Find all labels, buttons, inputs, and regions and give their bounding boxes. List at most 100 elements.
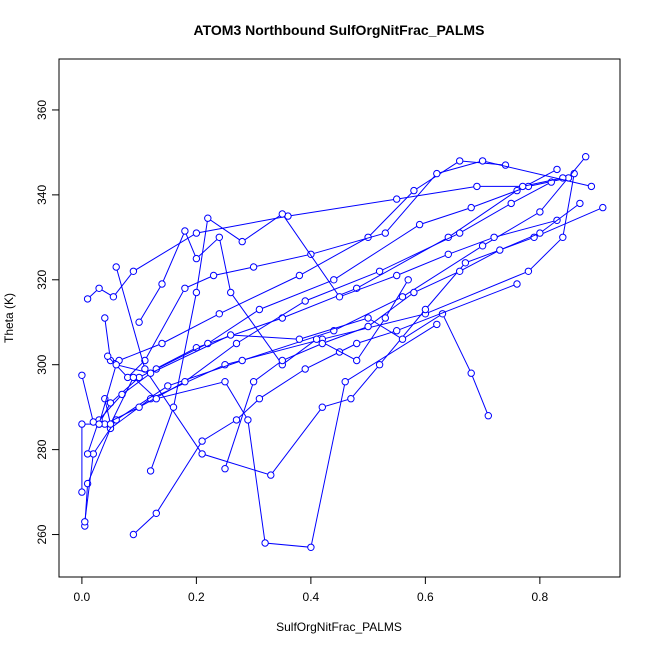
data-point <box>410 288 418 297</box>
data-point <box>204 214 212 222</box>
data-point <box>278 210 286 218</box>
data-point <box>249 378 258 386</box>
series-12 <box>146 210 561 475</box>
data-point <box>318 403 326 411</box>
series-2 <box>78 165 561 496</box>
data-point <box>104 352 112 360</box>
y-tick-label: 340 <box>35 185 49 205</box>
data-point <box>232 339 241 348</box>
data-point <box>83 450 92 458</box>
data-point <box>507 199 515 208</box>
data-point <box>398 293 407 301</box>
data-point <box>415 220 424 229</box>
data-point <box>364 322 372 331</box>
data-point <box>181 284 189 292</box>
x-axis-label: SulfOrgNitFrac_PALMS <box>276 620 402 634</box>
data-point <box>255 395 264 403</box>
data-point <box>78 371 86 379</box>
series-line <box>84 173 575 527</box>
data-point <box>215 310 224 318</box>
data-point <box>312 335 321 343</box>
data-point <box>112 263 120 271</box>
data-point <box>169 403 178 411</box>
data-point <box>456 267 464 275</box>
series-line <box>133 283 518 535</box>
data-point <box>381 229 389 237</box>
data-point <box>181 227 189 235</box>
data-point <box>295 335 304 343</box>
series-6 <box>101 157 510 365</box>
y-axis: 260 280 300 320 340 360 <box>35 100 60 545</box>
series-7 <box>104 157 596 382</box>
data-point <box>410 186 418 195</box>
data-point <box>83 295 92 303</box>
data-point <box>536 229 544 237</box>
y-tick-label: 300 <box>35 354 49 374</box>
series-5 <box>83 174 567 303</box>
x-tick-label: 0.8 <box>532 590 549 604</box>
data-point <box>433 169 441 178</box>
data-point <box>364 314 372 322</box>
x-tick-label: 0.6 <box>417 590 434 604</box>
data-point <box>78 420 86 428</box>
data-point <box>238 356 246 365</box>
data-point <box>524 267 533 275</box>
data-point <box>421 305 430 314</box>
data-point <box>398 335 407 343</box>
data-point <box>490 233 498 242</box>
data-point <box>255 305 264 314</box>
data-point <box>381 314 389 322</box>
y-tick-label: 260 <box>35 524 49 544</box>
y-tick-label: 320 <box>35 269 49 289</box>
series-line <box>81 181 552 425</box>
data-point <box>95 284 103 292</box>
data-point <box>227 288 235 297</box>
data-point <box>393 271 401 280</box>
data-point <box>484 412 492 420</box>
data-point <box>227 331 235 339</box>
series-1 <box>81 153 590 526</box>
data-point <box>249 263 258 271</box>
data-point <box>467 203 475 212</box>
data-point <box>353 356 361 365</box>
data-point <box>587 182 596 191</box>
data-point <box>152 395 161 403</box>
series-line <box>87 177 569 455</box>
data-point <box>467 369 475 377</box>
data-point <box>164 382 172 390</box>
y-tick-label: 280 <box>35 439 49 459</box>
data-point <box>238 237 246 246</box>
data-point <box>347 395 355 403</box>
data-point <box>192 288 201 297</box>
data-point <box>146 369 155 377</box>
data-point <box>278 356 286 365</box>
data-point <box>599 203 607 212</box>
data-point <box>221 378 229 386</box>
data-point <box>129 373 138 382</box>
data-point <box>501 161 510 169</box>
y-tick-label: 360 <box>35 100 49 120</box>
data-point <box>129 530 138 539</box>
data-point <box>433 320 441 329</box>
data-point <box>81 518 89 526</box>
data-point <box>301 365 309 373</box>
series-9 <box>101 320 441 551</box>
series-3 <box>83 174 573 458</box>
data-point <box>318 339 326 348</box>
data-point <box>135 318 143 326</box>
plot-frame <box>58 58 621 578</box>
data-point <box>536 208 544 216</box>
data-point <box>461 259 470 267</box>
series-13 <box>135 227 412 369</box>
data-point <box>404 276 412 284</box>
data-point <box>181 378 189 386</box>
series-0 <box>81 169 578 530</box>
data-point <box>198 437 206 445</box>
data-point <box>267 471 275 479</box>
data-point <box>559 233 567 242</box>
data-point <box>519 182 527 191</box>
data-point <box>135 403 143 411</box>
data-point <box>456 229 464 237</box>
series-line <box>98 313 489 425</box>
data-point <box>112 361 120 369</box>
